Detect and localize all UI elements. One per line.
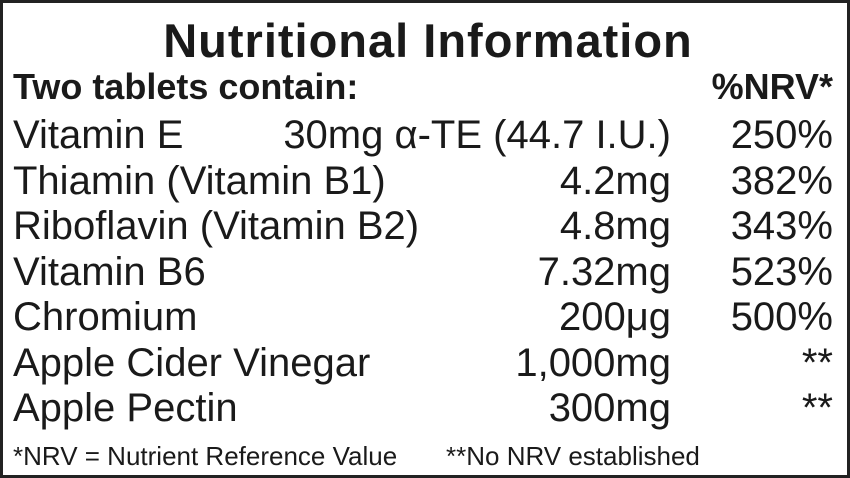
nutrient-nrv: 382%	[730, 158, 833, 203]
footnote: *NRV = Nutrient Reference Value	[13, 441, 398, 471]
nutrient-name: Thiamin (Vitamin B1)	[13, 158, 386, 203]
nutrient-amount: 300mg	[548, 386, 671, 430]
nutrient-nrv: **	[801, 340, 833, 385]
nutrient-nrv: 523%	[730, 249, 833, 294]
nutrient-name: Apple Cider Vinegar	[13, 340, 371, 385]
nutrient-nrv: 250%	[730, 113, 833, 157]
nutrient-name: Chromium	[13, 295, 198, 339]
nutrient-nrv: **	[801, 386, 833, 430]
footnote: **No NRV established	[446, 441, 700, 471]
nutrient-amount: 4.2mg	[559, 158, 671, 203]
nutrient-nrv: 500%	[730, 295, 833, 339]
nutrient-amount: 7.32mg	[537, 249, 671, 294]
nutrient-nrv: 343%	[730, 204, 833, 248]
header-label: Two tablets contain:	[13, 66, 359, 107]
nutrient-amount: 4.8mg	[559, 204, 671, 248]
title: Nutritional Information	[163, 14, 693, 67]
nutrient-name: Riboflavin (Vitamin B2)	[13, 204, 420, 248]
nutrient-amount: 200μg	[558, 295, 671, 339]
header-nrv: %NRV*	[711, 66, 833, 107]
nutrient-name: Vitamin B6	[13, 249, 206, 294]
nutrient-amount: 30mg α-TE (44.7 I.U.)	[283, 113, 671, 157]
nutrient-name: Vitamin E	[13, 113, 184, 157]
nutrient-amount: 1,000mg	[515, 340, 671, 385]
nutrient-name: Apple Pectin	[13, 386, 238, 430]
